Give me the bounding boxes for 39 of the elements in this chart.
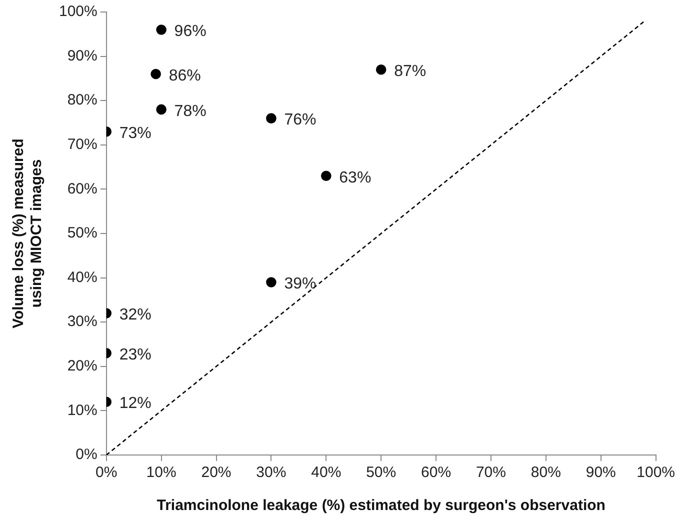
- x-tick-label: 60%: [421, 464, 452, 482]
- point: [320, 170, 332, 182]
- data-label: 73%: [119, 125, 152, 142]
- y-tick-label: 80%: [67, 92, 98, 109]
- data-label: 78%: [174, 102, 206, 120]
- y-tick-label: 90%: [67, 47, 98, 64]
- point: [266, 113, 276, 124]
- y-axis-title: Volume loss (%) measured using MIOCT images: [10, 138, 46, 328]
- y-tick-label: 0%: [76, 446, 98, 464]
- x-axis-title: Triamcinolone leakage (%) estimated by surgeon's observation: [156, 497, 606, 514]
- data-label: 86%: [168, 67, 201, 84]
- y-tick-label: 10%: [67, 402, 98, 419]
- data-label: 32%: [119, 306, 152, 324]
- point: [376, 64, 386, 75]
- y-tick-label: 40%: [67, 268, 98, 286]
- data-label: 63%: [339, 169, 372, 186]
- data-label: 96%: [174, 23, 206, 40]
- x-tick-label: 0%: [96, 464, 118, 482]
- point: [266, 277, 276, 288]
- x-tick-label: 80%: [530, 464, 561, 482]
- y-tick-label: 50%: [67, 224, 98, 242]
- x-tick-label: 30%: [256, 464, 286, 482]
- y-tick-label: 60%: [67, 180, 98, 198]
- y-tick-label: 100%: [58, 3, 98, 20]
- x-tick-label: 10%: [146, 464, 176, 482]
- y-tick-label: 20%: [67, 358, 98, 375]
- x-tick-label: 40%: [311, 464, 342, 482]
- x-tick-label: 90%: [586, 464, 616, 482]
- data-label: 12%: [119, 395, 152, 412]
- data-label: 39%: [284, 276, 316, 293]
- data-label: 87%: [394, 62, 426, 80]
- data-label: 76%: [284, 112, 316, 129]
- y-tick-label: 70%: [67, 136, 98, 154]
- y-tick-label: 30%: [67, 313, 98, 330]
- x-tick-label: 50%: [366, 464, 396, 482]
- x-tick-label: 70%: [476, 464, 506, 482]
- data-label: 23%: [119, 346, 152, 364]
- x-tick-label: 100%: [636, 464, 676, 482]
- x-tick-label: 20%: [201, 464, 232, 482]
